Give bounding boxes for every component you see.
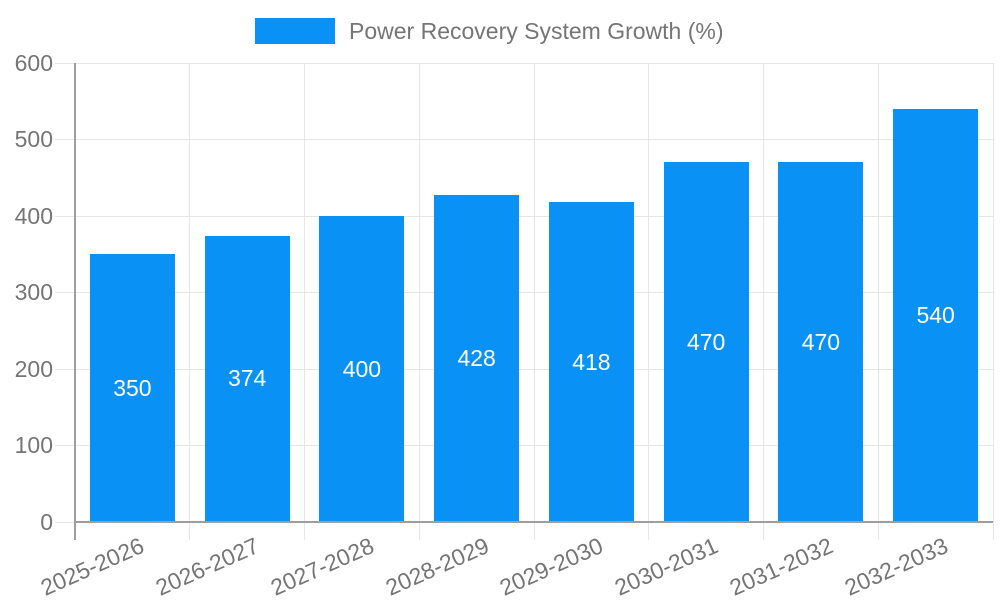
- x-axis-tick: [763, 522, 764, 540]
- gridline-vertical: [648, 63, 650, 522]
- bar-2026-2027: [204, 235, 290, 521]
- gridline-vertical: [304, 63, 305, 522]
- x-axis-tick: [418, 522, 420, 540]
- bar-2032-2033: [893, 108, 979, 521]
- y-axis-tick: [55, 139, 75, 140]
- gridline-vertical: [533, 63, 535, 522]
- y-tick-label: 0: [40, 508, 53, 535]
- bar-value-label: 400: [342, 355, 382, 382]
- x-tick-label: 2026-2027: [151, 532, 263, 600]
- bar-2025-2026: [89, 254, 175, 521]
- legend-label: Power Recovery System Growth (%): [349, 17, 724, 44]
- y-tick-label: 300: [14, 279, 53, 305]
- bar-value-label: 374: [227, 365, 267, 392]
- gridline-vertical: [763, 63, 764, 522]
- y-tick-label: 200: [14, 355, 53, 382]
- x-tick-label: 2028-2029: [381, 532, 493, 600]
- gridline-vertical: [189, 63, 191, 522]
- x-tick-label: 2030-2031: [610, 532, 722, 600]
- x-axis-tick: [992, 522, 994, 540]
- x-axis-tick: [189, 522, 191, 540]
- y-tick-label: 600: [14, 49, 53, 76]
- y-tick-label: 500: [14, 126, 53, 152]
- bar-value-label: 470: [801, 328, 841, 355]
- y-tick-label: 100: [14, 432, 53, 458]
- x-axis-tick: [877, 522, 879, 540]
- y-axis-tick: [55, 368, 75, 370]
- y-axis-tick: [55, 62, 75, 64]
- x-axis-line: [75, 521, 993, 523]
- x-tick-label: 2032-2033: [840, 532, 952, 600]
- bar-2030-2031: [663, 162, 749, 521]
- x-tick-label: 2029-2030: [496, 532, 608, 600]
- gridline-vertical: [992, 63, 994, 522]
- bar-value-label: 470: [686, 328, 726, 355]
- bar-value-label: 428: [457, 344, 496, 371]
- chart-legend: Power Recovery System Growth (%): [255, 18, 723, 44]
- y-axis-tick: [55, 292, 75, 293]
- y-tick-label: 400: [14, 202, 53, 229]
- bar-value-label: 540: [916, 301, 955, 328]
- bar-2028-2029: [434, 194, 520, 521]
- bar-value-label: 350: [113, 374, 152, 401]
- gridline-vertical: [418, 63, 420, 522]
- bar-2029-2030: [548, 202, 634, 521]
- x-tick-label: 2027-2028: [266, 532, 378, 600]
- x-axis-tick: [533, 522, 535, 540]
- x-tick-label: 2025-2026: [37, 532, 149, 600]
- x-axis-tick: [304, 522, 305, 540]
- y-axis-line: [74, 63, 76, 540]
- bar-2031-2032: [778, 162, 864, 521]
- gridline-vertical: [877, 63, 879, 522]
- y-axis-tick: [55, 445, 75, 446]
- y-axis-tick: [55, 215, 75, 217]
- bar-value-label: 418: [572, 348, 611, 375]
- legend-swatch: [255, 18, 335, 44]
- x-axis-tick: [648, 522, 650, 540]
- bar-2027-2028: [319, 216, 405, 521]
- y-axis-tick: [55, 521, 75, 523]
- x-tick-label: 2031-2032: [725, 532, 837, 600]
